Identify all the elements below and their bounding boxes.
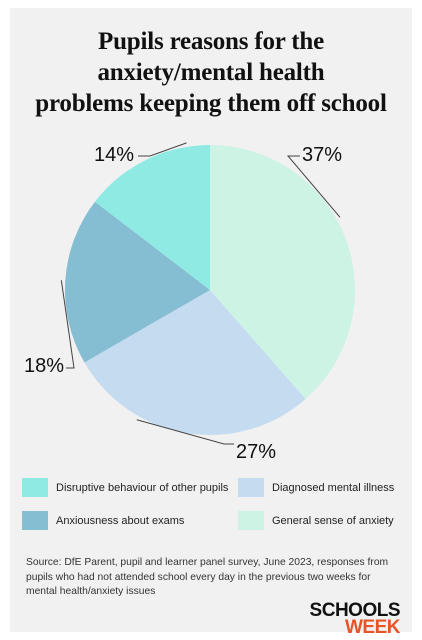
callout-line [286,155,341,218]
legend-item-general-sense-of-anxiety: General sense of anxiety [238,511,394,530]
title-line-2: anxiety/mental health [97,59,325,86]
brand-logo: SCHOOLS WEEK [309,600,401,638]
legend-label: General sense of anxiety [272,514,394,527]
callout-line [138,142,187,157]
brand-line-2: WEEK [345,617,401,638]
pie-slice-general-sense-of-anxiety [210,145,355,400]
legend-swatch [238,511,264,530]
legend-swatch [22,511,48,530]
brand-line-1: SCHOOLS [309,600,401,621]
legend-item-diagnosed-mental-illness: Diagnosed mental illness [238,478,394,497]
legend-label: Diagnosed mental illness [272,481,395,494]
legend-item-anxiousness-about-exams: Anxiousness about exams [22,511,184,530]
callout-line [60,280,75,369]
pie-chart: 37% 27% 18% 14% [24,142,355,463]
data-label-general-sense-of-anxiety: 37% [302,144,342,166]
chart-card: Pupils reasons for the anxiety/mental he… [10,8,412,637]
data-label-disruptive-behaviour-of-other-pupils: 14% [94,144,134,166]
pie-slice-diagnosed-mental-illness [84,290,306,435]
legend-label: Disruptive behaviour of other pupils [56,481,229,494]
data-label-anxiousness-about-exams: 18% [24,355,64,377]
chart-title: Pupils reasons for the anxiety/mental he… [10,26,412,119]
title-line-3: problems keeping them off school [35,90,387,117]
legend-item-disruptive-behaviour: Disruptive behaviour of other pupils [22,478,228,497]
pie-slice-disruptive-behaviour-of-other-pupils [94,145,210,290]
legend-swatch [238,478,264,497]
source-note: Source: DfE Parent, pupil and learner pa… [26,557,389,597]
legend-swatch [22,478,48,497]
legend-label: Anxiousness about exams [56,514,185,527]
data-label-diagnosed-mental-illness: 27% [236,441,276,463]
pie-slice-anxiousness-about-exams [65,201,210,363]
callout-line [136,419,234,445]
title-line-1: Pupils reasons for the [98,28,324,55]
